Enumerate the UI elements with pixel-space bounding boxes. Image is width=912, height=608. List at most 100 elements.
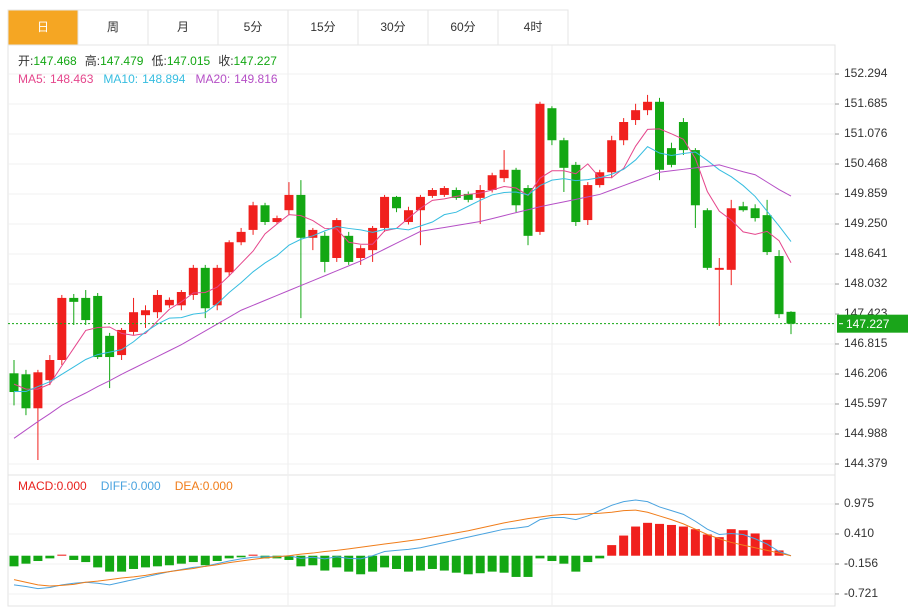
candle-body [714, 267, 724, 270]
ohlc-label: 开: [18, 54, 33, 68]
tab[interactable]: 月 [147, 9, 219, 46]
macd-legend-label: DEA: [175, 479, 203, 493]
candle-body [678, 122, 688, 151]
candle-body [451, 190, 461, 198]
macd-bar [380, 555, 390, 568]
last-price-box [837, 314, 908, 333]
y-tick-label: -0.721 [844, 586, 878, 600]
candle-body [499, 169, 509, 179]
ohlc-value: 147.015 [167, 54, 211, 68]
y-tick-label: 146.815 [844, 336, 888, 350]
diff-line [13, 499, 792, 590]
candle-body [619, 122, 629, 141]
y-tick-label: 151.076 [844, 126, 888, 140]
macd-bar [523, 555, 533, 577]
tab-bg[interactable] [357, 9, 429, 46]
macd-bar [392, 555, 402, 569]
tab-label[interactable]: 30分 [380, 20, 405, 34]
y-tick-label: -0.156 [844, 556, 878, 570]
candle-body [140, 310, 150, 316]
macd-bar [439, 555, 449, 571]
tab[interactable]: 60分 [427, 9, 499, 46]
tab-label[interactable]: 15分 [310, 20, 335, 34]
candle-body [356, 248, 366, 259]
y-tick-label: 149.859 [844, 186, 888, 200]
candle-body [320, 235, 330, 262]
macd-bar [762, 539, 772, 556]
tab-bg[interactable] [217, 9, 289, 46]
candle-body [308, 229, 318, 238]
last-price-label: 147.227 [846, 317, 890, 331]
candle-body [463, 193, 473, 200]
ohlc-value: 147.479 [100, 54, 144, 68]
candle-body [164, 299, 174, 306]
ma-line [13, 164, 792, 439]
candle-body [439, 188, 449, 195]
macd-bar [714, 537, 724, 556]
tab[interactable]: 15分 [287, 9, 359, 46]
macd-header: MACD:0.000 DIFF:0.000 DEA:0.000 [18, 479, 233, 493]
macd-bar [344, 555, 354, 572]
tab-label[interactable]: 60分 [450, 20, 475, 34]
candle-body [547, 108, 557, 141]
tab[interactable]: 5分 [217, 9, 289, 46]
macd-bar [487, 555, 497, 572]
ohlc-label: 高: [85, 53, 100, 68]
y-tick-label: 149.250 [844, 216, 888, 230]
candle-body [571, 164, 581, 223]
y-tick-label: 148.032 [844, 276, 888, 290]
ma-line [14, 146, 792, 393]
macd-bar [308, 555, 318, 566]
tab-bg[interactable] [427, 9, 499, 46]
y-tick-label: 148.641 [844, 246, 888, 260]
dea-line [13, 509, 792, 587]
tab-bg[interactable] [497, 9, 569, 46]
macd-bar [129, 555, 139, 569]
macd-bar [332, 555, 342, 568]
macd-bar [200, 555, 210, 566]
tab[interactable]: 30分 [357, 9, 429, 46]
macd-legend-value: 0.000 [131, 479, 161, 493]
candle-body [93, 295, 103, 358]
candle-body [224, 242, 234, 273]
macd-legend-value: 0.000 [57, 479, 87, 493]
macd-bar [176, 555, 186, 564]
candle-body [296, 194, 306, 238]
macd-bar [236, 555, 246, 558]
candle-body [260, 205, 270, 223]
macd-bar [666, 524, 676, 556]
tab-label[interactable]: 月 [177, 20, 189, 34]
macd-bar [750, 533, 760, 556]
macd-bar [105, 555, 115, 572]
y-tick-label: 144.379 [844, 456, 888, 470]
tab-label[interactable]: 日 [37, 20, 49, 34]
candle-body [786, 311, 796, 324]
y-tick-label: 0.410 [844, 526, 874, 540]
candle-body [738, 206, 748, 211]
macd-bar [356, 555, 366, 575]
candle-body [607, 140, 617, 173]
tab-label[interactable]: 周 [107, 20, 119, 34]
candle-body [535, 103, 545, 232]
candle-body [583, 185, 593, 221]
y-tick-label: 144.988 [844, 426, 888, 440]
y-tick-label: 151.685 [844, 96, 888, 110]
ohlc-label: 低: [151, 54, 166, 68]
tab[interactable]: 日 [7, 9, 79, 46]
macd-bar [702, 534, 712, 556]
tab[interactable]: 周 [77, 9, 149, 46]
macd-bar [607, 545, 617, 556]
candle-body [272, 218, 282, 223]
tab-bg[interactable] [287, 9, 359, 46]
tab[interactable]: 4时 [497, 9, 569, 46]
tab-bg[interactable] [7, 9, 79, 46]
macd-bar [475, 555, 485, 574]
tab-bg[interactable] [147, 9, 219, 46]
tab-label[interactable]: 4时 [524, 20, 543, 34]
macd-bar [284, 555, 294, 560]
candle-body [152, 294, 162, 313]
macd-bar [535, 555, 545, 559]
tab-label[interactable]: 5分 [244, 20, 263, 34]
macd-bar [45, 555, 55, 559]
candle-body [523, 188, 533, 236]
